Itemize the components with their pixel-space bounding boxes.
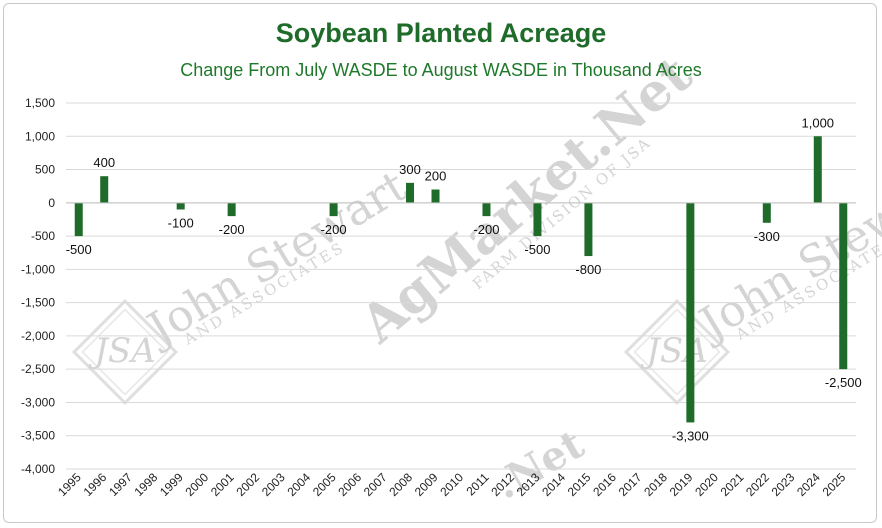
gridlines [66, 102, 856, 470]
x-tick-label: 2011 [463, 470, 491, 498]
x-tick-label: 2008 [386, 470, 415, 499]
watermark-layer: JSA John Stewart AND ASSOCIATES JSA John… [71, 44, 882, 509]
x-tick-label: 1999 [157, 470, 186, 499]
x-tick-label: 2018 [641, 470, 670, 499]
bar-2013 [533, 202, 542, 237]
y-tick-label: -2,000 [21, 329, 55, 343]
x-tick-label: 2003 [259, 470, 288, 499]
jsa-logo-right: JSA [623, 298, 731, 406]
bar-2011 [482, 202, 491, 217]
bar-1995 [74, 202, 83, 237]
bar-2024 [813, 136, 822, 203]
x-tick-label: 2010 [437, 470, 466, 499]
data-label-2001: -200 [219, 222, 245, 237]
data-label-2005: -200 [321, 222, 347, 237]
x-tick-label: 2006 [335, 470, 364, 499]
x-tick-label: 1996 [81, 470, 110, 499]
data-label-2011: -200 [473, 222, 499, 237]
x-tick-label: 2016 [590, 470, 619, 499]
x-tick-label: 2023 [769, 470, 798, 499]
x-tick-label: 2005 [310, 470, 339, 499]
y-tick-label: -3,000 [21, 395, 55, 409]
y-tick-label: -3,500 [21, 429, 55, 443]
data-label-2008: 300 [399, 162, 421, 177]
x-tick-label: 2007 [361, 470, 390, 499]
y-tick-label: 0 [48, 196, 55, 210]
bar-2019 [686, 202, 695, 423]
x-tick-label: 1995 [55, 470, 84, 499]
x-tick-label: 2024 [794, 470, 823, 499]
bar-2025 [839, 202, 848, 370]
bar-2005 [329, 202, 338, 217]
x-tick-label: 2009 [412, 470, 441, 499]
data-label-2013: -500 [524, 242, 550, 257]
x-axis-tick-labels: 1995199619971998199920002001200220032004… [55, 470, 849, 499]
x-tick-label: 2002 [233, 470, 262, 499]
x-tick-label: 2000 [183, 470, 212, 499]
jsa-logo-left: JSA [71, 298, 179, 406]
y-tick-label: 1,500 [25, 96, 55, 110]
x-tick-label: 2021 [718, 470, 747, 499]
bar-2015 [584, 202, 593, 257]
x-tick-label: 2017 [616, 470, 645, 499]
x-tick-label: 2025 [820, 470, 849, 499]
y-tick-label: -1,000 [21, 262, 55, 276]
y-tick-label: -4,000 [21, 462, 55, 476]
x-tick-label: 2022 [743, 470, 772, 499]
bar-2001 [227, 202, 236, 217]
y-tick-label: -500 [31, 229, 55, 243]
x-tick-label: 2001 [208, 470, 237, 499]
y-tick-label: 500 [35, 163, 55, 177]
data-label-1996: 400 [93, 155, 115, 170]
bars [74, 136, 848, 423]
data-label-2024: 1,000 [802, 115, 835, 130]
data-label-2022: -300 [754, 229, 780, 244]
bar-2022 [762, 202, 771, 223]
x-tick-label: 2020 [692, 470, 721, 499]
y-tick-label: 1,000 [25, 129, 55, 143]
y-tick-label: -1,500 [21, 296, 55, 310]
chart-title: Soybean Planted Acreage [275, 18, 607, 48]
svg-text:JSA: JSA [640, 331, 707, 371]
x-tick-label: 1997 [106, 470, 135, 499]
data-label-1999: -100 [168, 215, 194, 230]
y-axis-tick-labels: 1,500 1,000 500 0 -500 -1,000 -1,500 -2,000 -2,5… [21, 96, 55, 476]
chart-frame [3, 3, 877, 523]
data-label-2015: -800 [575, 262, 601, 277]
data-labels: -500 400 -100 -200 -200 300 200 -200 -500 -800 -3,… [66, 115, 862, 443]
data-label-2019: -3,300 [672, 428, 709, 443]
data-label-1995: -500 [66, 242, 92, 257]
bar-2009 [431, 189, 440, 203]
x-tick-label: 1998 [132, 470, 161, 499]
chart-subtitle: Change From July WASDE to August WASDE i… [180, 60, 702, 80]
x-tick-label: 2019 [667, 470, 696, 499]
svg-text:JSA: JSA [88, 331, 155, 371]
bar-1996 [100, 176, 109, 203]
data-label-2025: -2,500 [825, 375, 862, 390]
bar-1999 [176, 202, 185, 210]
y-tick-label: -2,500 [21, 362, 55, 376]
bar-2008 [406, 182, 415, 203]
data-label-2009: 200 [425, 169, 447, 184]
x-tick-label: 2004 [284, 470, 313, 499]
watermark-john-stewart-right: John Stewart [688, 156, 882, 352]
